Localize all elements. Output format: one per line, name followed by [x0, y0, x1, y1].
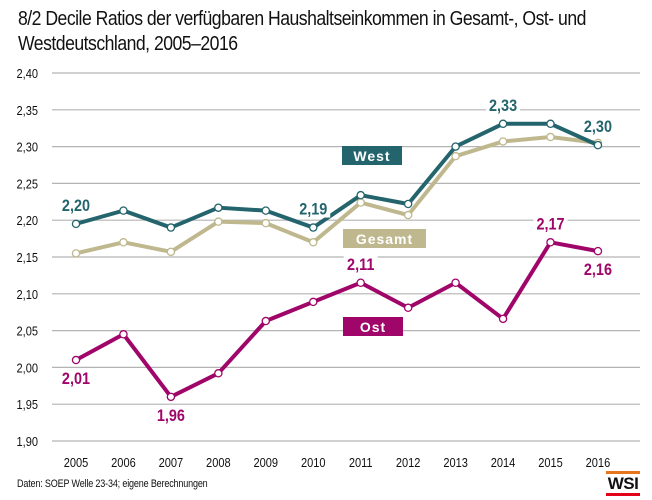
- data-point-ost: [546, 238, 555, 247]
- series-line-ost: [75, 240, 599, 399]
- y-tick-label: 2,10: [17, 287, 39, 302]
- data-point-ost: [356, 278, 365, 288]
- data-point-ost: [261, 316, 271, 326]
- data-point-west: [214, 203, 223, 212]
- data-point-gesamt: [546, 132, 555, 142]
- data-label-bg: [296, 199, 331, 218]
- data-point-gesamt: [308, 238, 318, 247]
- series-line-west: [75, 121, 599, 230]
- data-point-west: [546, 119, 555, 129]
- data-label-bg: [59, 195, 93, 214]
- logo-bar-bottom: [606, 493, 640, 496]
- source-note: Daten: SOEP Welle 23-34; eigene Berechnu…: [17, 478, 208, 490]
- data-label-west: 2,19: [299, 201, 327, 219]
- legend-box-gesamt: [343, 229, 426, 248]
- x-tick-label: 2013: [443, 455, 468, 470]
- data-label-bg: [580, 117, 615, 136]
- data-label-ost: 2,11: [347, 256, 375, 274]
- x-tick-label: 2016: [586, 455, 611, 470]
- data-label-bg: [580, 260, 615, 279]
- chart-title: 8/2 Decile Ratios der verfügbaren Hausha…: [18, 6, 586, 56]
- x-tick-label: 2012: [396, 455, 421, 470]
- data-label-ost: 2,16: [584, 261, 612, 279]
- y-tick-label: 2,00: [17, 361, 39, 376]
- data-point-ost: [214, 369, 223, 378]
- x-tick-label: 2011: [349, 455, 373, 470]
- data-point-ost: [593, 246, 603, 256]
- x-tick-label: 2009: [254, 455, 279, 470]
- data-label-west: 2,30: [584, 118, 612, 136]
- legend-box-west: [342, 146, 402, 165]
- x-tick-label: 2015: [538, 455, 563, 470]
- data-point-gesamt: [451, 151, 460, 161]
- data-point-west: [166, 223, 176, 232]
- data-point-west: [403, 199, 413, 209]
- logo-text: WSI: [607, 474, 639, 493]
- y-tick-label: 1,95: [17, 397, 39, 412]
- y-tick-label: 2,15: [17, 250, 39, 265]
- legend-box-ost: [343, 317, 403, 336]
- data-point-ost: [498, 314, 508, 324]
- data-point-gesamt: [498, 137, 508, 146]
- data-point-ost: [451, 278, 460, 288]
- data-label-ost: 2,01: [62, 370, 90, 388]
- data-point-gesamt: [119, 238, 128, 247]
- x-tick-label: 2014: [491, 455, 516, 470]
- x-tick-label: 2008: [206, 455, 231, 470]
- y-tick-label: 1,90: [17, 434, 39, 449]
- legend-labels: Gesamt West Ost: [342, 146, 426, 336]
- legend-label-gesamt: Gesamt: [356, 231, 413, 247]
- data-point-west: [119, 206, 128, 215]
- data-point-ost: [308, 297, 318, 307]
- y-axis: 1,90 1,95 2,00 2,05 2,10 2,15 2,20 2,25 2,30 2,35…: [17, 66, 39, 449]
- data-label-west: 2,33: [489, 97, 517, 115]
- data-point-ost: [71, 355, 81, 365]
- series-group: [71, 119, 603, 402]
- data-label-bg: [153, 405, 188, 424]
- y-tick-label: 2,40: [17, 66, 39, 81]
- y-tick-label: 2,05: [17, 324, 39, 339]
- data-point-gesamt: [166, 247, 176, 257]
- data-point-west: [308, 223, 318, 232]
- data-point-gesamt: [356, 198, 365, 207]
- data-point-west: [356, 190, 365, 200]
- data-point-gesamt: [403, 210, 413, 220]
- data-point-gesamt: [261, 218, 271, 228]
- data-point-west: [593, 140, 603, 150]
- data-point-ost: [119, 330, 128, 339]
- y-tick-label: 2,35: [17, 103, 39, 118]
- data-label-bg: [343, 254, 378, 273]
- x-tick-label: 2006: [111, 455, 136, 470]
- data-point-west: [451, 142, 460, 151]
- logo-bar-top: [606, 471, 640, 474]
- x-axis: 2005 2006 2007 2008 2009 2010 2011 2012 2013 2014…: [64, 455, 611, 470]
- data-point-gesamt: [214, 217, 223, 226]
- y-tick-label: 2,30: [17, 140, 39, 155]
- y-tick-label: 2,25: [17, 177, 39, 192]
- data-point-west: [71, 219, 81, 229]
- data-point-gesamt: [71, 249, 81, 258]
- data-point-west: [261, 206, 271, 215]
- data-label-bg: [533, 214, 568, 233]
- data-label-ost: 1,96: [157, 407, 185, 425]
- data-label-ost: 2,17: [536, 215, 564, 233]
- chart-title-line-2: Westdeutschland, 2005–2016: [18, 32, 238, 55]
- wsi-logo: WSI: [606, 471, 640, 496]
- data-label-bg: [486, 95, 521, 114]
- chart-title-line-1: 8/2 Decile Ratios der verfügbaren Hausha…: [18, 7, 586, 30]
- data-labels: 2,20 2,19 2,33 2,30 2,01 1,96 2,11 2,17 2,16: [59, 95, 615, 425]
- x-tick-label: 2010: [301, 455, 326, 470]
- data-point-ost: [403, 303, 413, 313]
- legend-label-west: West: [353, 148, 390, 164]
- x-tick-label: 2007: [159, 455, 184, 470]
- data-label-bg: [59, 369, 93, 388]
- data-point-west: [498, 119, 508, 129]
- data-label-west: 2,20: [62, 197, 90, 215]
- x-tick-label: 2005: [64, 455, 89, 470]
- y-tick-label: 2,20: [17, 213, 39, 228]
- series-line-gesamt: [75, 135, 599, 256]
- legend-label-ost: Ost: [360, 319, 386, 335]
- data-point-ost: [166, 392, 176, 402]
